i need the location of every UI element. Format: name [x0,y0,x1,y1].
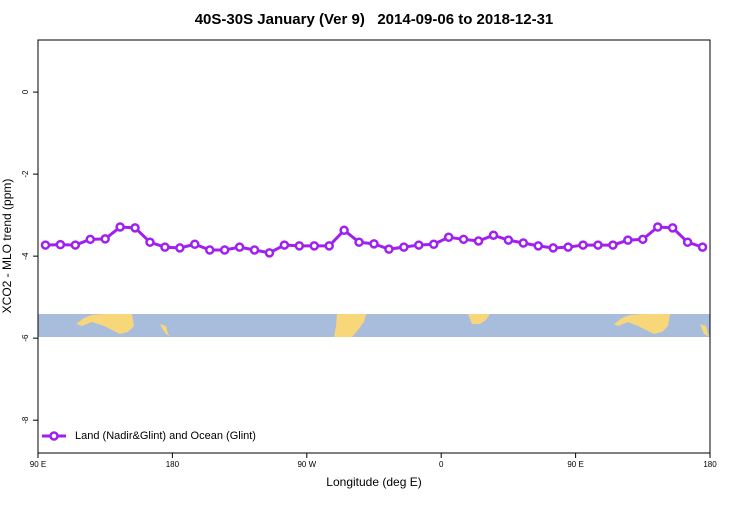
point [473,236,484,246]
point [667,223,678,233]
point [279,240,290,250]
point [339,225,349,236]
point [458,234,469,245]
point [384,244,394,254]
point [264,248,275,258]
point [55,239,66,250]
point [294,241,305,251]
point [533,241,544,251]
point [443,232,454,243]
point [638,234,648,245]
plot-frame [37,39,711,454]
y-tick-label: -4 [21,252,30,260]
y-tick-label: 0 [21,89,30,94]
point [190,239,200,249]
x-axis-label: Longitude (deg E) [326,475,421,489]
land [76,314,134,334]
point [160,242,170,252]
x-tick-label: 180 [703,460,717,469]
point [70,240,81,250]
x-tick-label: 90 W [297,460,316,469]
point [682,237,693,247]
point [175,243,185,253]
land [334,314,366,337]
y-tick-label: -8 [21,416,30,424]
legend-label: Land (Nadir&Glint) and Ocean (Glint) [75,430,256,442]
point [428,239,439,249]
point [578,240,588,250]
y-tick-label: -6 [21,334,30,342]
land [160,324,171,337]
point [309,241,320,251]
point [414,240,424,250]
x-tick-label: 90 E [30,460,46,469]
point [369,239,379,249]
x-tick-label: 180 [166,460,180,469]
chart-title: 40S-30S January (Ver 9) 2014-09-06 to 20… [195,11,554,28]
point [219,245,230,255]
x-tick-label: 90 E [567,460,583,469]
point [563,242,573,252]
point [324,241,334,251]
point [399,242,409,252]
point [548,243,558,253]
point [145,237,155,247]
point [204,245,215,255]
legend-marker [49,431,59,441]
land [614,314,670,334]
point [249,245,260,255]
point [593,240,603,250]
point [623,235,633,245]
map-strip [38,314,710,337]
point [697,242,708,252]
ocean [38,314,710,337]
point [40,240,51,250]
point [518,238,529,248]
point [608,240,618,250]
y-axis-label: XCO2 - MLO trend (ppm) [0,179,14,314]
y-tick-label: -2 [21,170,30,178]
land [700,324,710,337]
point [503,235,514,245]
point [234,242,245,252]
point [488,230,499,240]
x-tick-label: 0 [439,460,444,469]
point [652,222,663,232]
point [115,222,125,232]
point [100,234,110,244]
point [354,237,364,247]
point [85,234,96,245]
land [468,314,490,324]
point [130,223,140,233]
